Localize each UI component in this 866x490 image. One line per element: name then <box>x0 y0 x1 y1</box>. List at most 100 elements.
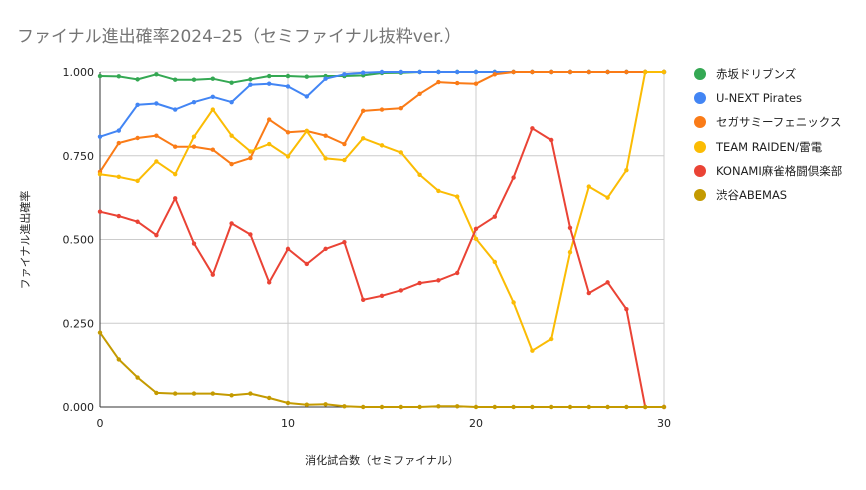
legend-marker-icon <box>694 164 706 177</box>
x-axis-label: 消化試合数（セミファイナル） <box>305 454 459 467</box>
data-point <box>116 74 122 79</box>
data-point <box>135 219 140 224</box>
legend-label: KONAMI麻雀格闘倶楽部 <box>716 163 843 178</box>
data-point <box>285 130 291 135</box>
data-point <box>492 72 497 77</box>
data-point <box>173 391 178 396</box>
y-tick-label: 0.250 <box>63 317 95 330</box>
data-point <box>173 107 178 112</box>
data-point <box>511 300 516 305</box>
data-point <box>285 154 291 159</box>
data-point <box>267 280 272 285</box>
legend-label: セガサミーフェニックス <box>716 115 842 130</box>
data-point <box>473 69 479 75</box>
data-point <box>154 72 159 77</box>
data-point <box>549 137 554 143</box>
data-point <box>436 404 441 409</box>
data-point <box>229 393 234 398</box>
x-tick-label: 10 <box>281 417 295 430</box>
data-point <box>248 232 253 237</box>
data-point <box>417 91 422 96</box>
x-tick-label: 20 <box>469 417 483 430</box>
x-tick-label: 30 <box>657 417 671 430</box>
legend-label: TEAM RAIDEN/雷電 <box>716 139 823 154</box>
legend-label: U-NEXT Pirates <box>716 91 803 106</box>
data-point <box>586 69 591 75</box>
legend-marker-icon <box>694 140 706 153</box>
data-point <box>361 297 366 302</box>
legend-item: 赤坂ドリブンズ <box>694 62 842 86</box>
data-point <box>605 280 610 285</box>
data-point <box>97 209 103 214</box>
y-tick-label: 1.000 <box>63 66 95 79</box>
data-point <box>97 134 103 139</box>
data-point <box>304 74 309 79</box>
tick-labels: 0.000 0.250 0.500 0.750 1.000 0 10 20 30 <box>63 66 672 430</box>
data-point <box>323 76 328 81</box>
series-4 <box>97 126 667 410</box>
data-point <box>436 69 441 75</box>
data-point <box>342 239 347 245</box>
data-point <box>492 259 497 265</box>
data-point <box>210 147 215 152</box>
data-point <box>567 250 573 255</box>
y-tick-label: 0.000 <box>63 401 95 414</box>
data-point <box>549 69 554 75</box>
data-point <box>267 141 272 147</box>
data-point <box>624 167 629 173</box>
data-point <box>135 77 140 82</box>
data-point <box>210 76 215 81</box>
series-5 <box>97 330 667 410</box>
data-point <box>567 225 573 230</box>
data-point <box>436 79 441 85</box>
data-point <box>116 128 122 133</box>
data-point <box>323 133 328 138</box>
data-point <box>361 70 366 75</box>
data-point <box>379 293 385 298</box>
data-point <box>154 159 159 164</box>
legend-marker-icon <box>694 68 706 81</box>
data-point <box>361 108 366 114</box>
data-point <box>154 232 159 238</box>
data-point <box>248 149 253 154</box>
data-point <box>436 188 441 194</box>
data-point <box>417 280 422 286</box>
data-point <box>342 141 347 147</box>
legend-item: セガサミーフェニックス <box>694 110 842 134</box>
data-point <box>304 402 309 407</box>
data-point <box>191 134 197 139</box>
data-point <box>248 82 253 87</box>
data-point <box>661 404 667 410</box>
data-point <box>135 102 140 108</box>
data-point <box>285 73 291 79</box>
data-point <box>361 136 366 141</box>
data-point <box>455 270 460 276</box>
data-point <box>304 94 309 99</box>
data-point <box>304 261 309 267</box>
data-point <box>342 157 347 163</box>
data-point <box>116 174 122 180</box>
data-point <box>473 236 479 242</box>
data-point <box>248 155 253 161</box>
legend-item: KONAMI麻雀格闘倶楽部 <box>694 159 842 183</box>
data-point <box>398 288 403 293</box>
legend-label: 渋谷ABEMAS <box>716 188 788 203</box>
legend-item: 渋谷ABEMAS <box>694 183 842 207</box>
data-point <box>455 194 460 199</box>
data-point <box>135 375 140 380</box>
data-point <box>116 213 122 219</box>
y-tick-label: 0.750 <box>63 150 95 163</box>
data-point <box>605 195 610 200</box>
legend-marker-icon <box>694 92 706 105</box>
data-point <box>379 69 385 75</box>
data-point <box>267 117 272 122</box>
data-point <box>492 404 497 410</box>
data-point <box>191 99 197 105</box>
data-point <box>661 69 667 75</box>
series-line <box>99 71 664 138</box>
data-point <box>191 391 197 396</box>
grid-lines <box>99 71 665 408</box>
data-point <box>586 404 591 410</box>
data-point <box>342 404 347 409</box>
